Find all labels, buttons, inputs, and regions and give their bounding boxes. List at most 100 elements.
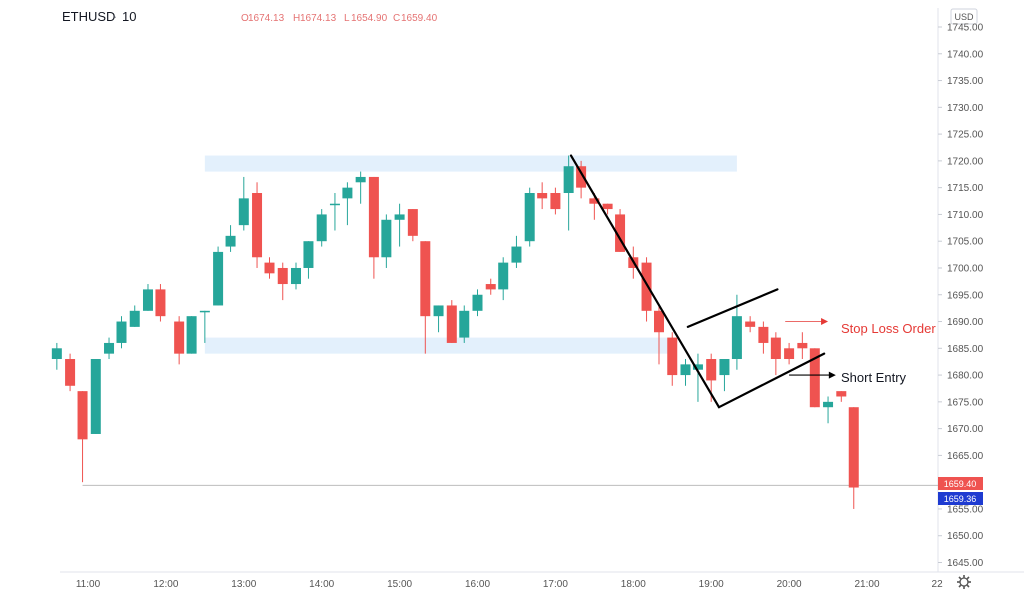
candle-body [576,166,587,188]
candle-36[interactable] [524,187,535,247]
y-tick-label: 1735.00 [947,76,984,87]
candles[interactable] [51,155,859,509]
candle-body [615,214,626,252]
y-tick-label: 1700.00 [947,263,984,274]
currency-badge[interactable] [950,8,978,25]
candle-body [511,246,522,263]
bid-price-tag-text: 1659.36 [944,494,977,504]
ohlc-close-value: 1659.40 [401,13,438,24]
x-tick-label: 16:00 [465,579,490,590]
candle-body [368,176,379,258]
candle-20[interactable] [316,209,327,247]
candle-39[interactable] [563,155,574,231]
candle-4[interactable] [104,337,115,360]
trend-line-2[interactable] [686,288,779,328]
x-tick-label: 20:00 [777,579,802,590]
candle-body [602,203,613,210]
candle-body [848,407,859,488]
candle-40[interactable] [576,160,587,199]
y-tick-label: 1745.00 [947,23,984,34]
candle-53[interactable] [745,316,756,333]
time-axis[interactable]: 11:00 12:00 13:00 14:00 15:00 16:00 17:00 18:00… [76,579,943,590]
y-tick-label: 1715.00 [947,183,984,194]
candle-5[interactable] [116,316,127,349]
candle-57[interactable] [797,332,808,360]
candle-61[interactable] [848,407,859,509]
candle-54[interactable] [758,321,769,354]
candle-body [472,294,483,311]
stop-loss-label: Stop Loss Order [841,321,936,336]
candle-16[interactable] [264,257,275,279]
candle-35[interactable] [511,235,522,268]
candle-body [252,193,263,258]
candle-30[interactable] [446,300,457,343]
candle-21[interactable] [329,193,340,231]
y-tick-label: 1730.00 [947,103,984,114]
candle-47[interactable] [667,332,678,386]
candle-27[interactable] [407,209,418,242]
candle-60[interactable] [836,391,847,402]
interval-label[interactable]: 10 [122,9,136,24]
candle-41[interactable] [589,193,600,220]
candle-25[interactable] [381,214,392,268]
candle-13[interactable] [225,225,236,252]
candle-body [77,391,88,440]
candle-23[interactable] [355,171,366,204]
candle-37[interactable] [537,182,548,210]
candle-29[interactable] [433,305,444,333]
trend-line-0[interactable] [569,154,721,409]
candle-2[interactable] [77,391,88,483]
candle-17[interactable] [277,262,288,301]
candle-26[interactable] [394,203,405,247]
candle-32[interactable] [472,289,483,317]
candle-body [667,337,678,376]
candle-56[interactable] [784,342,795,365]
candle-24[interactable] [368,176,379,279]
candle-19[interactable] [303,241,314,279]
candle-12[interactable] [213,246,224,306]
candle-28[interactable] [420,241,431,354]
candle-body [745,321,756,327]
candle-46[interactable] [654,305,665,365]
candle-43[interactable] [615,209,626,252]
y-tick-label: 1725.00 [947,130,984,141]
candle-body [213,251,224,306]
candle-body [355,176,366,183]
symbol-label[interactable]: ETHUSD [62,9,115,24]
candle-0[interactable] [51,342,62,370]
y-tick-label: 1720.00 [947,156,984,167]
candle-59[interactable] [823,396,834,424]
candle-48[interactable] [680,359,691,386]
x-tick-label: 11:00 [76,579,101,590]
candle-body [654,310,665,333]
candle-8[interactable] [155,284,166,322]
trend-line-1[interactable] [717,352,826,409]
candle-33[interactable] [485,278,496,295]
candle-55[interactable] [770,332,781,376]
candle-7[interactable] [142,284,153,311]
candle-31[interactable] [459,305,470,343]
x-tick-label: 14:00 [309,579,334,590]
candle-14[interactable] [238,176,249,231]
candle-body [104,342,115,354]
gear-icon[interactable] [957,575,971,589]
candle-38[interactable] [550,187,561,215]
candle-15[interactable] [252,182,263,268]
trend-lines[interactable] [569,154,826,409]
candle-9[interactable] [174,316,185,365]
candle-18[interactable] [290,262,301,290]
candle-51[interactable] [719,359,730,392]
candle-11[interactable] [199,310,210,343]
candle-34[interactable] [498,257,509,301]
candle-22[interactable] [342,182,353,226]
candle-45[interactable] [641,257,652,322]
candle-42[interactable] [602,203,613,215]
ohlc-open-value: 1674.13 [248,13,285,24]
price-axis[interactable]: 1645.001650.001655.001660.001665.001670.… [938,23,984,570]
candle-3[interactable] [90,359,101,434]
candle-6[interactable] [129,305,140,327]
candle-1[interactable] [65,353,76,392]
candle-49[interactable] [692,353,703,402]
candle-10[interactable] [186,316,197,354]
